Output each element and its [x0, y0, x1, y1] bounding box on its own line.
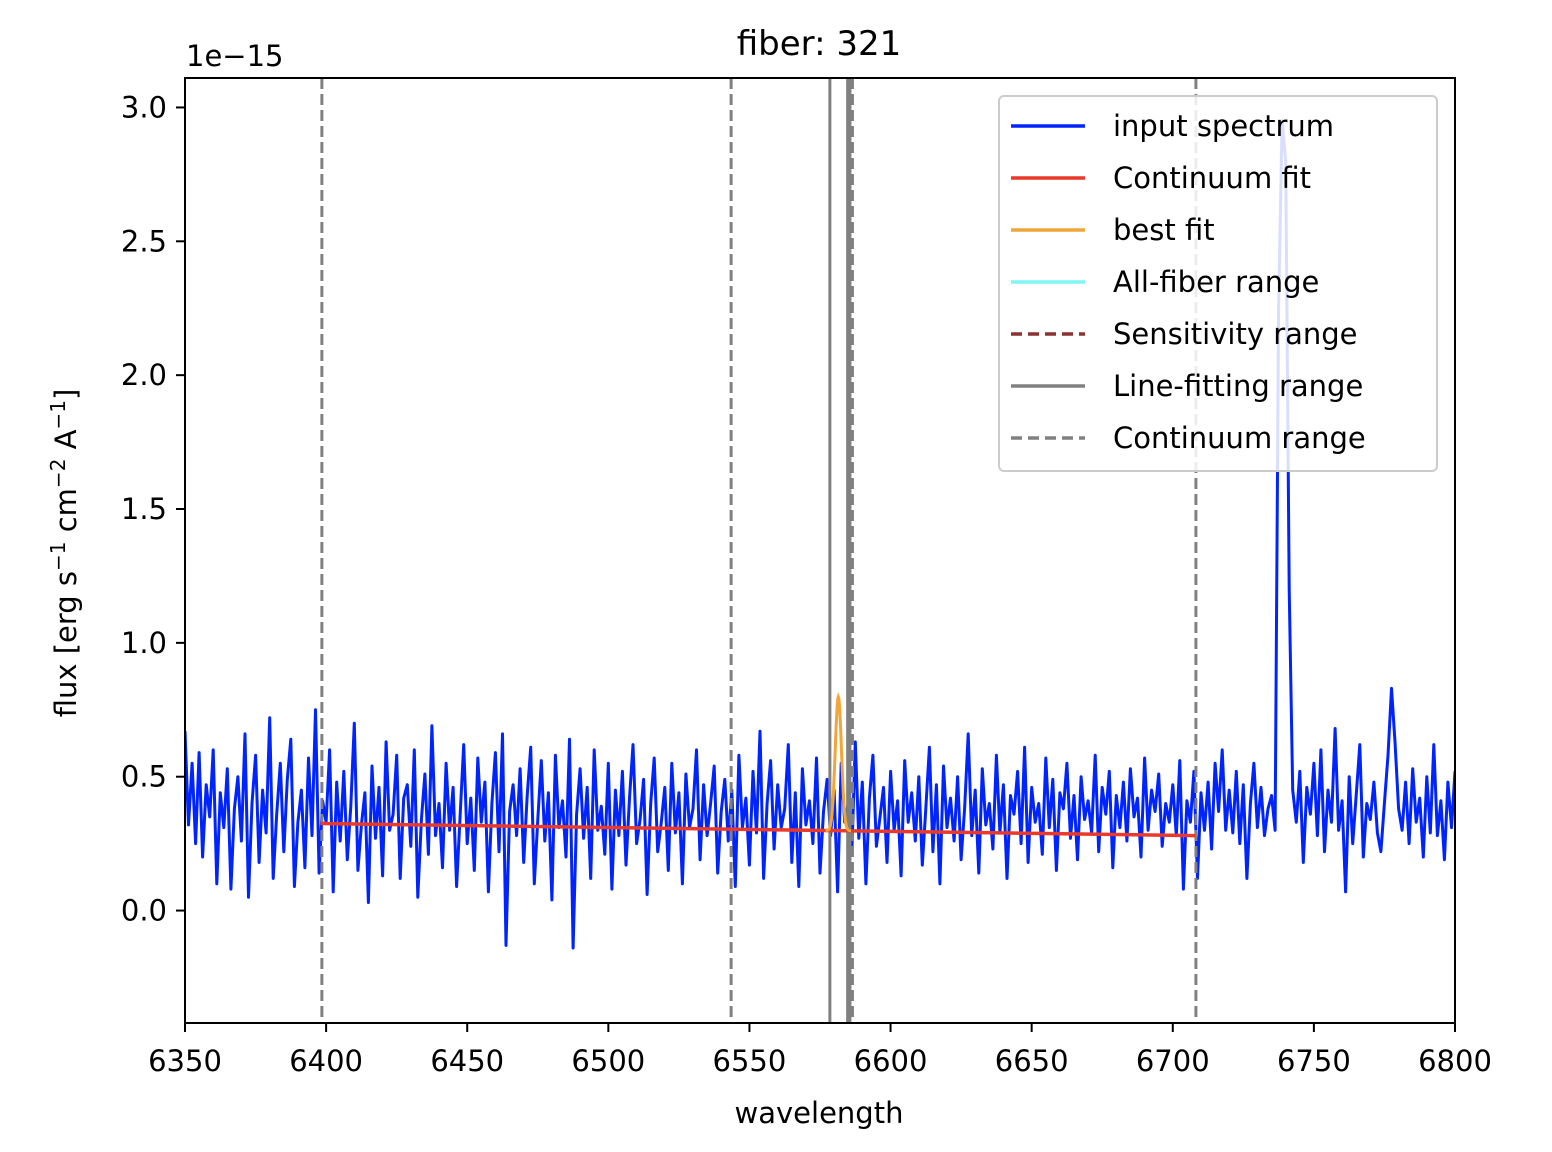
plot-area — [185, 78, 1455, 1023]
axes-frame — [184, 77, 1456, 1024]
y-tick-label-2: 1.0 — [121, 626, 167, 660]
x-tick-label-6800: 6800 — [1418, 1044, 1492, 1078]
y-axis-title-part: cm — [49, 488, 83, 541]
y-axis-title-part: flux [erg s — [49, 571, 83, 717]
x-tick-label-6550: 6550 — [713, 1044, 787, 1078]
x-tick-label-6400: 6400 — [289, 1044, 363, 1078]
legend-label-5: Line-fitting range — [1113, 369, 1363, 403]
x-tick-label-6350: 6350 — [148, 1044, 222, 1078]
axes: 6350 6400 6450 6500 6550 6600 6650 6700 6750 6800… — [121, 77, 1492, 1078]
y-tick-label-0: 0.0 — [121, 894, 167, 928]
continuum-fit-line — [320, 821, 1196, 838]
chart-title: fiber: 321 — [737, 24, 901, 64]
x-tick-label-6700: 6700 — [1136, 1044, 1210, 1078]
y-axis-title-part: ] — [49, 389, 83, 400]
x-tick-label-6650: 6650 — [995, 1044, 1069, 1078]
y-tick-label-1: 0.5 — [121, 760, 167, 794]
legend-label-1: Continuum fit — [1113, 161, 1311, 195]
best-fit-line — [825, 692, 851, 833]
legend-label-0: input spectrum — [1113, 109, 1334, 143]
y-tick-label-4: 2.0 — [121, 358, 167, 392]
x-tick-label-6750: 6750 — [1277, 1044, 1351, 1078]
legend-box — [998, 95, 1438, 472]
y-tick-label-6: 3.0 — [121, 90, 167, 124]
y-axis-title: flux [erg s−1 cm−2 A−1] — [46, 389, 83, 718]
x-tick-label-6600: 6600 — [854, 1044, 928, 1078]
legend-label-6: Continuum range — [1113, 421, 1366, 455]
x-axis-title: wavelength — [735, 1096, 904, 1130]
x-tick-label-6500: 6500 — [571, 1044, 645, 1078]
y-tick-label-3: 1.5 — [121, 492, 167, 526]
y-offset-text: 1e−15 — [186, 39, 284, 73]
y-tick-label-5: 2.5 — [121, 224, 167, 258]
legend: input spectrum Continuum fit best fit All-f… — [998, 95, 1438, 472]
input-spectrum-line — [185, 119, 1455, 950]
y-axis-title-superscript: −2 — [46, 459, 70, 488]
y-axis-title-part: A — [49, 429, 83, 458]
legend-label-2: best fit — [1113, 213, 1215, 247]
y-axis-title-superscript: −1 — [46, 400, 70, 429]
legend-label-3: All-fiber range — [1113, 265, 1319, 299]
y-axis-title-superscript: −1 — [46, 541, 70, 570]
legend-label-4: Sensitivity range — [1113, 317, 1358, 351]
x-tick-label-6450: 6450 — [430, 1044, 504, 1078]
